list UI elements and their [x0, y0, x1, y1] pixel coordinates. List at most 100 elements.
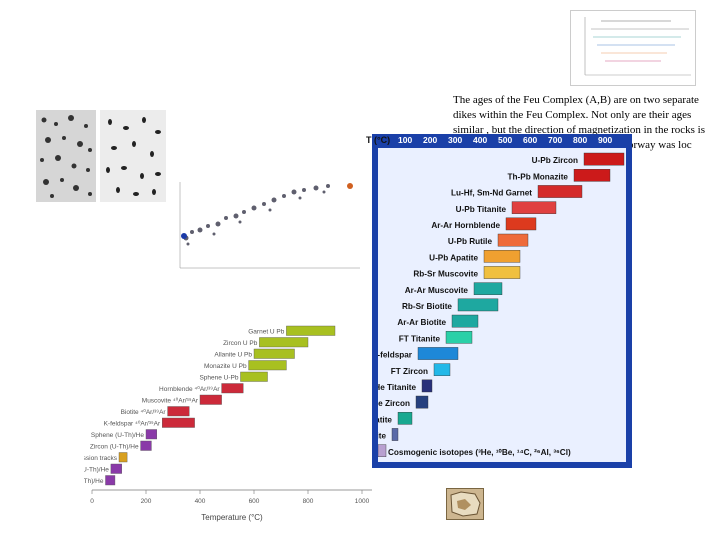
- caption-line: The ages of the Feu Complex (A,B) are on…: [453, 94, 699, 106]
- main-chart-tick-label: 100: [398, 135, 413, 145]
- left-chart-bar-label: Garnet U Pb: [248, 329, 285, 336]
- left-chart-bar-label: Allanite U Pb: [214, 352, 252, 359]
- left-chart-bar-label: Monazite U Pb: [204, 363, 247, 370]
- closure-temperature-chart-left: Garnet U Pb Zircon U Pb Allanite U Pb Monaz…: [84, 325, 372, 522]
- main-chart-bar-label: Ar-Ar Muscovite: [405, 286, 469, 295]
- main-chart-bar-label: Rb-Sr Biotite: [402, 302, 452, 311]
- left-chart-tick-label: 800: [303, 498, 314, 505]
- main-chart-tick-label: 900: [598, 135, 613, 145]
- main-chart-bar-label: Ar-Ar K-feldspar: [378, 351, 413, 360]
- main-chart-bar-label: (U-Th)/He Titanite: [378, 383, 416, 392]
- left-chart-bar: [253, 348, 295, 359]
- main-chart-bar: [511, 201, 557, 214]
- left-chart-axis-title: Temperature (°C): [201, 513, 263, 522]
- left-chart-tick-label: 600: [249, 498, 260, 505]
- left-chart-bar: [259, 337, 309, 348]
- main-chart-bar: [573, 169, 611, 182]
- left-chart-tick-label: 200: [141, 498, 152, 505]
- main-chart-bar-label: Lu-Hf, Sm-Nd Garnet: [451, 189, 532, 198]
- main-chart-svg: U-Pb Zircon Th-Pb Monazite Lu-Hf, Sm-Nd Ga…: [319, 152, 625, 458]
- main-chart-bar-label: Ar-Ar Hornblende: [431, 221, 500, 230]
- main-chart-bar: [451, 314, 479, 328]
- main-chart-bar-label: Ar-Ar Biotite: [397, 318, 446, 327]
- left-chart-bar-label: Muscovite ⁴⁰Ar/³⁹Ar: [142, 397, 199, 405]
- left-chart-bar-label: Zircon U Pb: [223, 340, 258, 347]
- left-chart-tick-label: 0: [90, 498, 94, 505]
- main-chart-tick-label: 300: [448, 135, 463, 145]
- main-chart-bar: [473, 282, 503, 296]
- main-chart-bar: [415, 395, 429, 409]
- main-chart-tick-label: 600: [523, 135, 538, 145]
- left-chart-bar-label: Apatite fission tracks: [84, 455, 118, 462]
- scatter-plot-image: [179, 182, 360, 269]
- main-chart-ticks: 100 200 300 400 500 600 700 800 900: [372, 134, 632, 148]
- left-chart-bar: [199, 394, 222, 405]
- main-chart-bar: [391, 428, 399, 441]
- main-chart-bar-label: U-Pb Rutile: [448, 237, 493, 246]
- left-chart-tick-label: 1000: [355, 498, 370, 505]
- main-chart-bar-label: (U-Th)/He Apatite: [378, 432, 386, 441]
- main-chart-tick-label: 700: [548, 135, 563, 145]
- left-chart-bar-label: Zircon (U-Th)/He: [90, 444, 139, 451]
- left-chart-bar: [240, 371, 268, 382]
- main-chart-tick-label: 500: [498, 135, 513, 145]
- closure-temperature-chart-main: U-Pb Zircon Th-Pb Monazite Lu-Hf, Sm-Nd Ga…: [319, 134, 632, 468]
- left-chart-bar: [221, 383, 244, 394]
- main-chart-bar: [457, 298, 499, 312]
- left-chart-bar: [105, 475, 116, 486]
- main-chart-bar-label: Rb-Sr Muscovite: [413, 270, 478, 279]
- main-chart-bar: [483, 266, 521, 279]
- main-chart-bar: [497, 233, 529, 247]
- main-chart-bar: [583, 152, 625, 166]
- micrograph-image-left: [36, 110, 96, 202]
- main-chart-bar: [505, 217, 537, 231]
- caption-line: similar , but the direction of magnetiza…: [453, 124, 706, 136]
- left-chart-bar-label: Sphene U-Pb: [199, 375, 238, 382]
- micrograph-image-right: [100, 110, 166, 202]
- main-chart-bar-label: FT Titanite: [399, 334, 441, 343]
- main-chart-bar-label: FT Zircon: [391, 367, 428, 376]
- left-chart-axis: [92, 489, 372, 491]
- main-chart-tick-label: 400: [473, 135, 488, 145]
- left-chart-bar: [145, 429, 158, 440]
- main-chart-bar-label: Th-Pb Monazite: [508, 172, 569, 181]
- left-chart-labels: Garnet U Pb Zircon U Pb Allanite U Pb Monaz…: [84, 329, 285, 486]
- left-chart-bar: [248, 360, 287, 371]
- main-chart-bar-label: U-Pb Titanite: [456, 205, 507, 214]
- main-chart-bar-label: U-Pb Apatite: [429, 253, 478, 262]
- caption-line: dikes within the Feu Complex. Not only a…: [453, 109, 692, 121]
- main-chart-bar: [483, 249, 521, 263]
- main-chart-bar-label: (U-Th)/He Zircon: [378, 399, 410, 408]
- left-chart-bar-label: Hornblende ⁴⁰Ar/³⁹Ar: [159, 385, 220, 393]
- left-chart-bars: [105, 325, 336, 486]
- thumbnail-chart: [570, 10, 696, 86]
- left-chart-bar-label: Sphene (U-Th)/He: [91, 432, 144, 439]
- left-chart-bar-label: Apatite (U-Th)/He: [84, 478, 104, 485]
- main-chart-plot-area: U-Pb Zircon Th-Pb Monazite Lu-Hf, Sm-Nd Ga…: [319, 148, 626, 462]
- main-chart-bar: [433, 363, 451, 377]
- rock-specimen-image: [446, 488, 484, 520]
- left-chart-bar-label: Fluorite (U-Th)/He: [84, 467, 109, 474]
- main-chart-bar: [397, 412, 413, 425]
- left-chart-bar: [167, 406, 190, 417]
- main-chart-axis-title: T (°C): [366, 135, 391, 145]
- main-chart-bar: [421, 379, 433, 393]
- left-chart-bar: [110, 463, 122, 474]
- left-chart-bar-label: K-feldspar ⁴⁰Ar/³⁹Ar: [104, 420, 161, 428]
- main-chart-bar: [445, 330, 473, 344]
- left-chart-bar: [286, 325, 336, 336]
- main-chart-tick-label: 800: [573, 135, 588, 145]
- left-chart-ticks: 0 200 400 600 800 1000: [90, 490, 370, 505]
- main-chart-bar: [417, 347, 459, 360]
- main-chart-bar-label: U-Pb Zircon: [532, 156, 578, 165]
- left-chart-bar-label: Biotite ⁴⁰Ar/³⁹Ar: [121, 408, 167, 416]
- main-chart-bar-label: Cosmogenic isotopes (³He, ¹⁰Be, ¹⁴C, ²⁶A…: [388, 448, 571, 457]
- left-chart-tick-label: 400: [195, 498, 206, 505]
- left-chart-bar: [118, 452, 128, 463]
- main-chart-tick-label: 200: [423, 135, 438, 145]
- left-chart-bar: [161, 417, 195, 428]
- left-chart-bar: [140, 440, 152, 451]
- main-chart-bar-label: FT Apatite: [378, 415, 392, 424]
- main-chart-bar: [377, 444, 387, 458]
- main-chart-bar: [537, 185, 583, 198]
